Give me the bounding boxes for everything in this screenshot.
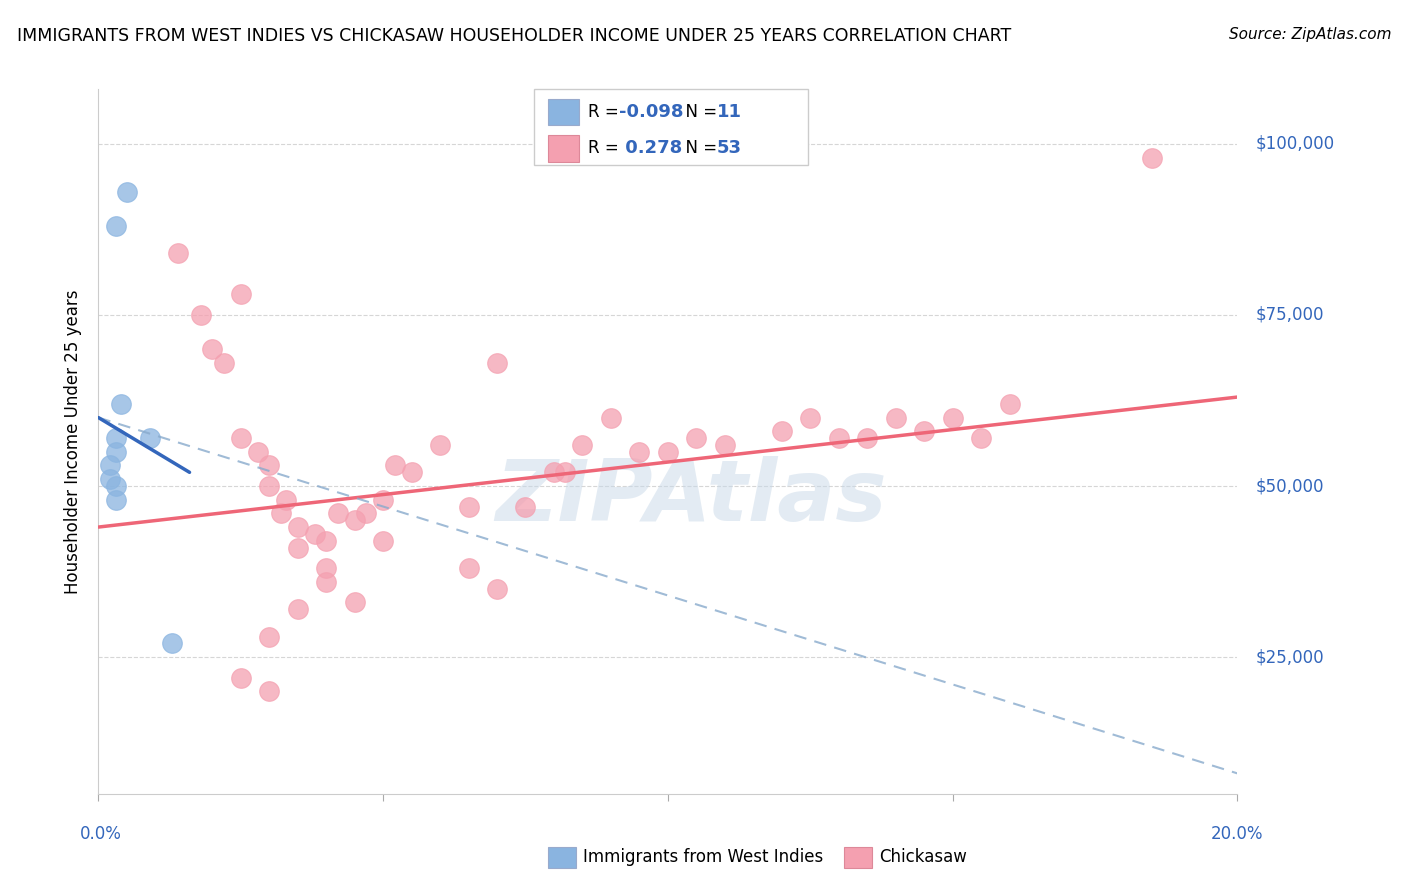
- Text: $100,000: $100,000: [1256, 135, 1334, 153]
- Point: [259, 630, 281, 644]
- Point: [856, 431, 879, 445]
- Point: [429, 438, 451, 452]
- Point: [276, 492, 298, 507]
- Text: R =: R =: [588, 139, 624, 157]
- Point: [287, 541, 309, 555]
- Text: $50,000: $50,000: [1256, 477, 1324, 495]
- Point: [600, 410, 623, 425]
- Text: 0.278: 0.278: [619, 139, 682, 157]
- Point: [287, 602, 309, 616]
- Text: Chickasaw: Chickasaw: [879, 848, 967, 866]
- Point: [942, 410, 965, 425]
- Point: [304, 527, 326, 541]
- Point: [110, 397, 132, 411]
- Point: [354, 507, 377, 521]
- Point: [884, 410, 907, 425]
- Point: [714, 438, 737, 452]
- Point: [98, 472, 121, 486]
- Point: [259, 684, 281, 698]
- Point: [457, 561, 479, 575]
- Text: Immigrants from West Indies: Immigrants from West Indies: [583, 848, 824, 866]
- Point: [343, 595, 366, 609]
- Point: [486, 582, 509, 596]
- Point: [98, 458, 121, 473]
- Text: ZIPAtlas: ZIPAtlas: [495, 457, 886, 540]
- Text: -0.098: -0.098: [619, 103, 683, 121]
- Text: $75,000: $75,000: [1256, 306, 1324, 324]
- Point: [571, 438, 593, 452]
- Point: [373, 492, 395, 507]
- Point: [246, 445, 269, 459]
- Point: [104, 479, 127, 493]
- Point: [259, 479, 281, 493]
- Text: 20.0%: 20.0%: [1211, 825, 1264, 843]
- Point: [326, 507, 349, 521]
- Point: [770, 424, 793, 438]
- Text: IMMIGRANTS FROM WEST INDIES VS CHICKASAW HOUSEHOLDER INCOME UNDER 25 YEARS CORRE: IMMIGRANTS FROM WEST INDIES VS CHICKASAW…: [17, 27, 1011, 45]
- Point: [486, 356, 509, 370]
- Text: Source: ZipAtlas.com: Source: ZipAtlas.com: [1229, 27, 1392, 42]
- Point: [970, 431, 993, 445]
- Point: [554, 466, 576, 480]
- Point: [212, 356, 235, 370]
- Point: [657, 445, 679, 459]
- Point: [167, 246, 190, 260]
- Point: [315, 533, 337, 548]
- Point: [515, 500, 537, 514]
- Point: [628, 445, 651, 459]
- Point: [115, 185, 138, 199]
- Y-axis label: Householder Income Under 25 years: Householder Income Under 25 years: [65, 289, 83, 594]
- Point: [138, 431, 160, 445]
- Text: N =: N =: [675, 139, 723, 157]
- Point: [315, 561, 337, 575]
- Point: [104, 431, 127, 445]
- Point: [104, 445, 127, 459]
- Point: [384, 458, 406, 473]
- Text: R =: R =: [588, 103, 624, 121]
- Point: [401, 466, 423, 480]
- Point: [373, 533, 395, 548]
- Point: [270, 507, 292, 521]
- Point: [998, 397, 1021, 411]
- Point: [1140, 151, 1163, 165]
- Point: [343, 513, 366, 527]
- Text: N =: N =: [675, 103, 723, 121]
- Point: [259, 458, 281, 473]
- Point: [685, 431, 707, 445]
- Text: 53: 53: [717, 139, 742, 157]
- Point: [229, 431, 252, 445]
- Point: [162, 636, 184, 650]
- Point: [201, 342, 224, 356]
- Point: [229, 287, 252, 301]
- Point: [229, 671, 252, 685]
- Point: [543, 466, 565, 480]
- Point: [104, 492, 127, 507]
- Point: [828, 431, 851, 445]
- Point: [315, 574, 337, 589]
- Text: $25,000: $25,000: [1256, 648, 1324, 666]
- Point: [912, 424, 935, 438]
- Point: [287, 520, 309, 534]
- Point: [799, 410, 821, 425]
- Text: 0.0%: 0.0%: [80, 825, 122, 843]
- Point: [457, 500, 479, 514]
- Text: 11: 11: [717, 103, 742, 121]
- Point: [190, 308, 212, 322]
- Point: [104, 219, 127, 233]
